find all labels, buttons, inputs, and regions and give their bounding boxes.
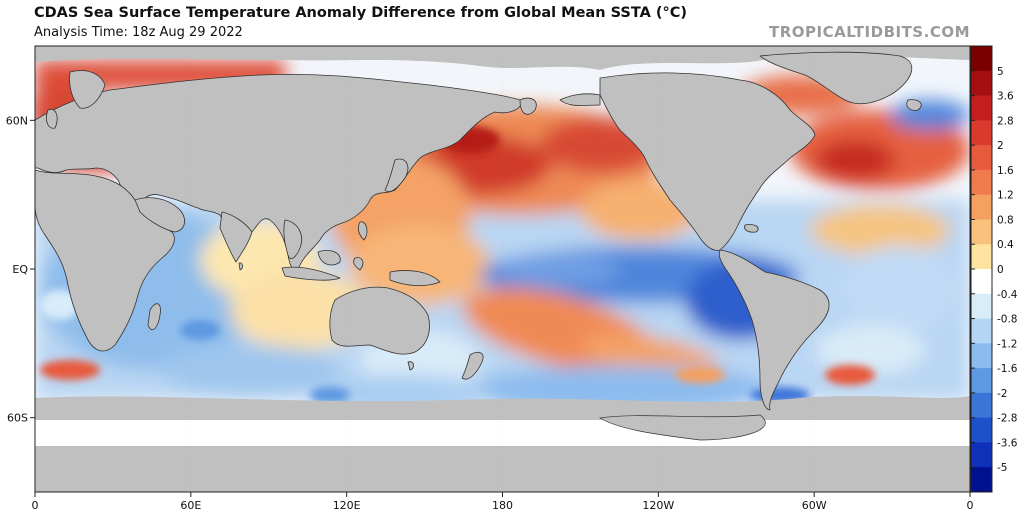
graticule xyxy=(189,46,814,492)
scandinavia xyxy=(69,70,106,109)
iceland xyxy=(906,99,922,111)
colorbar-swatch xyxy=(971,467,992,493)
japan xyxy=(384,158,409,193)
y-tick-label: 60S xyxy=(7,412,28,425)
y-axis: 60N EQ 60S xyxy=(6,114,35,425)
colorbar-label: -3.6 xyxy=(997,437,1018,449)
colorbar-swatch xyxy=(971,70,992,97)
madagascar xyxy=(147,303,161,331)
x-tick-label: 120E xyxy=(333,499,361,512)
colorbar-swatch xyxy=(971,46,992,72)
colorbar-swatch xyxy=(971,169,992,196)
map-title: CDAS Sea Surface Temperature Anomaly Dif… xyxy=(34,5,688,21)
australia xyxy=(329,286,430,355)
colorbar: 5 3.6 2.8 2 1.6 1.2 0.8 0.4 0 -0.4 -0.8 -1.2 -1.6 -2 -… xyxy=(970,45,1018,493)
kamchatka xyxy=(519,97,537,115)
colorbar-swatch xyxy=(971,244,992,270)
greenland xyxy=(759,51,913,105)
colorbar-swatch xyxy=(971,318,992,344)
colorbar-label: 2 xyxy=(997,140,1004,152)
colorbar-label: -0.8 xyxy=(997,314,1018,326)
british-isles xyxy=(46,108,58,129)
x-tick-label: 60E xyxy=(180,499,201,512)
x-tick-label: 60W xyxy=(802,499,827,512)
x-tick-label: 180 xyxy=(492,499,513,512)
colorbar-label: 0.8 xyxy=(997,214,1014,226)
africa xyxy=(35,169,175,352)
colorbar-swatch xyxy=(971,343,992,369)
colorbar-label: 1.2 xyxy=(997,190,1014,202)
colorbar-label: 2.8 xyxy=(997,115,1014,127)
colorbar-label: 5 xyxy=(997,66,1004,78)
colorbar-label: -2.8 xyxy=(997,413,1018,425)
alaska-peninsula xyxy=(559,93,601,106)
colorbar-swatch xyxy=(971,368,992,394)
colorbar-swatch xyxy=(971,442,992,468)
sea-ice-edge xyxy=(35,396,970,420)
new-guinea xyxy=(389,270,441,286)
colorbar-label: 3.6 xyxy=(997,91,1014,103)
land-masses xyxy=(35,51,922,411)
borneo xyxy=(317,250,341,266)
tasmania xyxy=(407,361,414,371)
colorbar-label: 0 xyxy=(997,264,1004,276)
colorbar-swatch xyxy=(971,120,992,146)
anomaly-detail xyxy=(40,126,875,403)
x-tick-label: 0 xyxy=(967,499,974,512)
philippines xyxy=(357,221,368,241)
colorbar-swatch xyxy=(971,95,992,121)
colorbar-swatch xyxy=(971,293,992,320)
colorbar-label: -2 xyxy=(997,388,1007,400)
colorbar-label: -5 xyxy=(997,462,1007,474)
ice-shelf xyxy=(35,420,970,446)
x-tick-label: 120W xyxy=(642,499,674,512)
indochina xyxy=(283,219,302,259)
colorbar-label: -0.4 xyxy=(997,289,1018,301)
antarctica xyxy=(35,446,970,492)
map-area xyxy=(35,46,970,492)
sulawesi xyxy=(353,257,364,271)
india xyxy=(219,211,253,263)
x-axis: 0 60E 120E 180 120W 60W 0 xyxy=(32,492,974,512)
new-zealand xyxy=(461,351,484,380)
colorbar-label: 1.6 xyxy=(997,165,1014,177)
analysis-time: Analysis Time: 18z Aug 29 2022 xyxy=(34,25,243,40)
colorbar-label: -1.6 xyxy=(997,363,1018,375)
watermark: TROPICALTIDBITS.COM xyxy=(769,23,970,41)
north-america xyxy=(599,72,816,251)
sumatra-java xyxy=(281,266,341,281)
colorbar-swatch xyxy=(971,392,992,419)
x-tick-label: 0 xyxy=(32,499,39,512)
sri-lanka xyxy=(238,262,243,271)
colorbar-swatch xyxy=(971,145,992,171)
caribbean xyxy=(744,224,759,233)
colorbar-label: 0.4 xyxy=(997,239,1014,251)
colorbar-swatch xyxy=(971,219,992,245)
antarctic-peninsula xyxy=(598,414,766,441)
arabia xyxy=(134,197,185,233)
colorbar-swatch xyxy=(971,194,992,220)
south-america xyxy=(718,249,830,411)
colorbar-label: -1.2 xyxy=(997,338,1018,350)
colorbar-swatch xyxy=(971,269,992,295)
y-tick-label: 60N xyxy=(6,114,28,127)
y-tick-label: EQ xyxy=(12,263,28,276)
colorbar-swatch xyxy=(971,417,992,443)
arctic-ice xyxy=(35,46,970,70)
